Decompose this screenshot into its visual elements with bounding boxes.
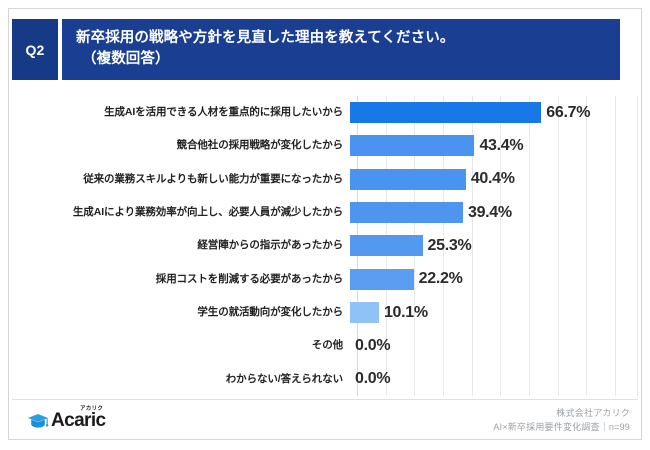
chart-gridline (586, 96, 588, 396)
chart-row: その他 0.0% (12, 329, 638, 362)
graduation-cap-icon (28, 414, 49, 428)
footer-credit: 株式会社アカリク AI×新卒採用要件変化調査｜n=99 (493, 406, 630, 434)
question-number-label: Q2 (25, 41, 45, 58)
chart-gridline (615, 96, 617, 396)
chart-bar[interactable] (350, 202, 463, 224)
chart-bar[interactable] (350, 235, 423, 257)
logo-text-wrap: アカリク Acaric (51, 406, 106, 431)
logo-kana-label: アカリク (80, 406, 104, 412)
chart-category-label: 競合他社の採用戦略が変化したから (176, 139, 344, 152)
chart-bar-wrap: 40.4% (350, 163, 638, 196)
chart-value-label: 66.7% (546, 103, 591, 121)
chart-bar-wrap: 39.4% (350, 196, 638, 229)
chart-category-label: 生成AIにより業務効率が向上し、必要人員が減少したから (72, 206, 343, 219)
chart-bar-wrap: 0.0% (350, 329, 638, 362)
chart-value-label: 25.3% (427, 236, 472, 254)
bar-chart: 生成AIを活用できる人材を重点的に採用したいから 66.7% 競合他社の採用戦略が変… (12, 96, 638, 396)
chart-category-label: 学生の就活動向が変化したから (197, 306, 343, 319)
credit-survey: AI×新卒採用要件変化調査｜n=99 (493, 422, 630, 432)
chart-gridline (637, 96, 638, 396)
chart-gridline (557, 96, 559, 396)
chart-row: 競合他社の採用戦略が変化したから 43.4% (12, 129, 638, 162)
chart-value-label: 39.4% (467, 203, 512, 221)
chart-category-label: 従来の業務スキルよりも新しい能力が重要になったから (83, 172, 343, 185)
chart-rows: 生成AIを活用できる人材を重点的に採用したいから 66.7% 競合他社の採用戦略が変… (12, 96, 638, 396)
chart-row: 採用コストを削減する必要があったから 22.2% (12, 263, 638, 296)
chart-value-label: 22.2% (418, 270, 463, 288)
chart-gridline (443, 96, 445, 396)
chart-category-label: その他 (311, 339, 343, 352)
chart-gridline (500, 96, 502, 396)
chart-bar-wrap: 10.1% (350, 296, 638, 329)
question-line-1: 新卒採用の戦略や方針を見直した理由を教えてください。 (76, 30, 455, 46)
chart-bar-wrap: 0.0% (350, 363, 638, 396)
chart-value-label: 0.0% (355, 336, 391, 354)
chart-value-label: 0.0% (355, 370, 391, 388)
question-number-badge: Q2 (12, 19, 58, 80)
chart-bar-wrap: 22.2% (350, 263, 638, 296)
chart-bar[interactable] (350, 102, 542, 124)
slide-frame (8, 8, 642, 440)
chart-bar-wrap: 43.4% (350, 129, 638, 162)
question-header: Q2 新卒採用の戦略や方針を見直した理由を教えてください。 （複数回答） (12, 19, 620, 80)
question-line-2: （複数回答） (82, 51, 170, 67)
chart-category-label: わからない/答えられない (225, 372, 343, 385)
chart-value-label: 40.4% (470, 170, 515, 188)
chart-value-label: 43.4% (479, 136, 524, 154)
chart-category-label: 生成AIを活用できる人材を重点的に採用したいから (104, 106, 343, 119)
chart-category-label: 採用コストを削減する必要があったから (155, 272, 343, 285)
slide-footer: アカリク Acaric 株式会社アカリク AI×新卒採用要件変化調査｜n=99 (12, 399, 638, 439)
acaric-logo: アカリク Acaric (27, 406, 106, 431)
chart-bar[interactable] (350, 168, 466, 190)
chart-value-label: 10.1% (383, 303, 428, 321)
chart-gridline (471, 96, 473, 396)
chart-row: 生成AIにより業務効率が向上し、必要人員が減少したから 39.4% (12, 196, 638, 229)
chart-row: 経営陣からの指示があったから 25.3% (12, 229, 638, 262)
chart-bar[interactable] (350, 135, 475, 157)
chart-gridline (529, 96, 531, 396)
chart-category-label: 経営陣からの指示があったから (197, 239, 343, 252)
chart-row: わからない/答えられない 0.0% (12, 363, 638, 396)
chart-bar[interactable] (350, 268, 414, 290)
logo-wordmark: Acaric (51, 410, 106, 431)
chart-bar[interactable] (350, 302, 379, 324)
chart-bar-wrap: 25.3% (350, 229, 638, 262)
question-text-box: 新卒採用の戦略や方針を見直した理由を教えてください。 （複数回答） (62, 19, 620, 80)
credit-company: 株式会社アカリク (556, 408, 630, 418)
chart-row: 学生の就活動向が変化したから 10.1% (12, 296, 638, 329)
chart-row: 生成AIを活用できる人材を重点的に採用したいから 66.7% (12, 96, 638, 129)
chart-row: 従来の業務スキルよりも新しい能力が重要になったから 40.4% (12, 163, 638, 196)
chart-bar-wrap: 66.7% (350, 96, 638, 129)
